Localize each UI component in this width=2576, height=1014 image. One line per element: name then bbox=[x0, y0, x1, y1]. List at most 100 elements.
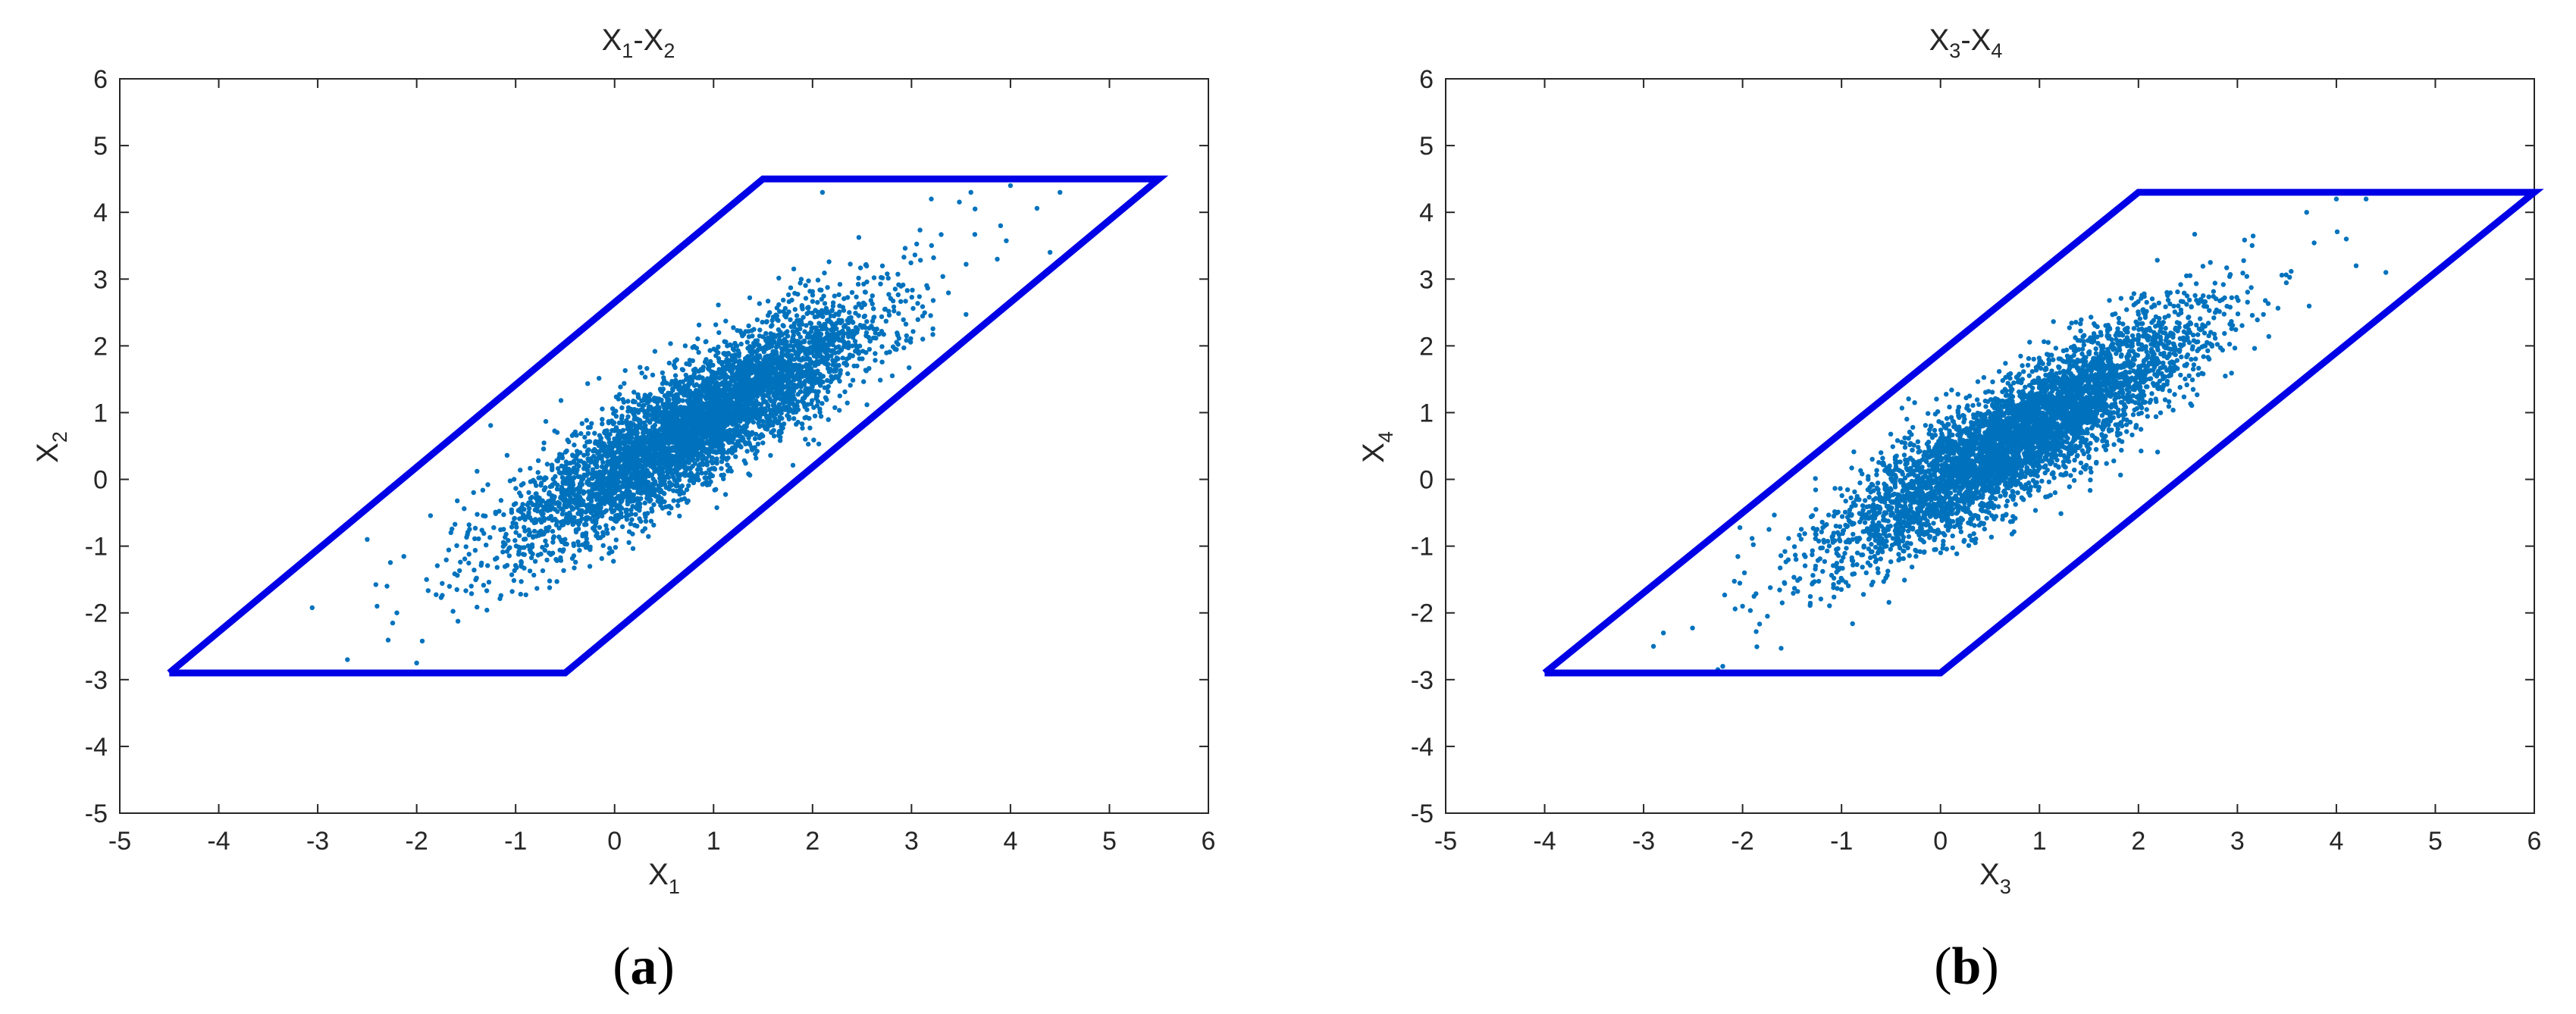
scatter-point bbox=[854, 364, 859, 368]
scatter-point bbox=[388, 560, 393, 565]
scatter-point bbox=[895, 272, 900, 277]
scatter-point bbox=[820, 380, 825, 384]
scatter-point bbox=[721, 477, 725, 481]
scatter-point bbox=[682, 462, 687, 466]
scatter-point bbox=[610, 428, 614, 433]
scatter-point bbox=[606, 419, 611, 424]
scatter-point bbox=[851, 320, 855, 324]
scatter-point bbox=[604, 449, 609, 453]
scatter-point bbox=[875, 327, 879, 331]
scatter-point bbox=[685, 487, 689, 492]
scatter-point bbox=[830, 323, 835, 327]
scatter-point bbox=[531, 534, 535, 539]
scatter-point bbox=[620, 397, 625, 402]
scatter-point bbox=[1035, 206, 1039, 211]
scatter-point bbox=[813, 389, 817, 393]
scatter-point bbox=[628, 496, 632, 501]
scatter-point bbox=[930, 332, 935, 336]
scatter-point bbox=[791, 401, 795, 405]
scatter-point bbox=[484, 543, 488, 547]
scatter-point bbox=[688, 358, 692, 362]
scatter-point bbox=[845, 401, 850, 405]
scatter-point bbox=[625, 471, 629, 476]
scatter-point bbox=[617, 435, 622, 440]
x-tick-label: -2 bbox=[406, 827, 428, 856]
scatter-point bbox=[692, 478, 697, 483]
scatter-point bbox=[646, 534, 650, 539]
scatter-point bbox=[514, 525, 519, 530]
scatter-point bbox=[748, 407, 753, 412]
scatter-point bbox=[548, 552, 553, 557]
scatter-point bbox=[654, 418, 659, 423]
scatter-point bbox=[663, 482, 667, 487]
scatter-point bbox=[829, 380, 833, 384]
scatter-point bbox=[575, 493, 580, 497]
scatter-point bbox=[585, 456, 590, 461]
scatter-point bbox=[679, 497, 684, 502]
scatter-point bbox=[876, 332, 881, 336]
scatter-point bbox=[639, 458, 644, 463]
scatter-point bbox=[644, 415, 649, 419]
scatter-point bbox=[598, 510, 603, 515]
scatter-point bbox=[608, 471, 613, 475]
scatter-point bbox=[561, 547, 566, 552]
scatter-point bbox=[907, 365, 911, 370]
scatter-point bbox=[754, 393, 759, 398]
scatter-point bbox=[901, 346, 906, 350]
scatter-point bbox=[608, 443, 613, 447]
scatter-point bbox=[897, 336, 901, 340]
scatter-point bbox=[669, 483, 674, 487]
scatter-point bbox=[724, 394, 729, 399]
scatter-point bbox=[747, 365, 752, 369]
scatter-point bbox=[769, 344, 774, 349]
scatter-point bbox=[861, 282, 866, 286]
scatter-point bbox=[611, 559, 616, 563]
scatter-point bbox=[851, 378, 855, 383]
scatter-point bbox=[540, 513, 544, 518]
scatter-point bbox=[487, 535, 492, 540]
scatter-point bbox=[723, 492, 728, 496]
scatter-point bbox=[863, 262, 868, 267]
scatter-point bbox=[736, 381, 741, 386]
scatter-point bbox=[637, 402, 641, 407]
scatter-point bbox=[635, 408, 640, 412]
scatter-point bbox=[712, 423, 716, 427]
scatter-point bbox=[518, 507, 522, 512]
scatter-point bbox=[455, 587, 459, 592]
scatter-point bbox=[475, 512, 479, 517]
scatter-point bbox=[713, 383, 718, 388]
scatter-point bbox=[754, 408, 759, 413]
scatter-point bbox=[799, 277, 804, 281]
scatter-point bbox=[879, 275, 883, 280]
scatter-point bbox=[893, 286, 898, 291]
scatter-point bbox=[694, 375, 699, 380]
scatter-point bbox=[853, 339, 857, 343]
scatter-point bbox=[681, 412, 685, 416]
scatter-point bbox=[769, 324, 773, 328]
scatter-point bbox=[923, 311, 927, 315]
scatter-point bbox=[512, 477, 516, 481]
scatter-point bbox=[584, 545, 588, 549]
scatter-point bbox=[624, 468, 628, 472]
scatter-point bbox=[776, 302, 781, 307]
scatter-point bbox=[619, 452, 624, 457]
scatter-point bbox=[596, 502, 600, 507]
scatter-point bbox=[794, 313, 799, 318]
scatter-point bbox=[475, 605, 479, 609]
scatter-point bbox=[572, 553, 576, 558]
scatter-point bbox=[816, 442, 821, 446]
scatter-point bbox=[725, 468, 730, 473]
scatter-point bbox=[509, 524, 514, 529]
scatter-point bbox=[695, 437, 700, 441]
scatter-point bbox=[630, 504, 635, 509]
scatter-point bbox=[719, 466, 723, 471]
scatter-point bbox=[804, 346, 809, 351]
scatter-point bbox=[729, 399, 733, 404]
scatter-point bbox=[777, 309, 782, 314]
scatter-point bbox=[751, 357, 755, 361]
scatter-point bbox=[792, 396, 797, 401]
scatter-point bbox=[688, 414, 693, 418]
scatter-point bbox=[890, 374, 895, 378]
scatter-point bbox=[657, 428, 662, 433]
scatter-point bbox=[786, 376, 791, 380]
